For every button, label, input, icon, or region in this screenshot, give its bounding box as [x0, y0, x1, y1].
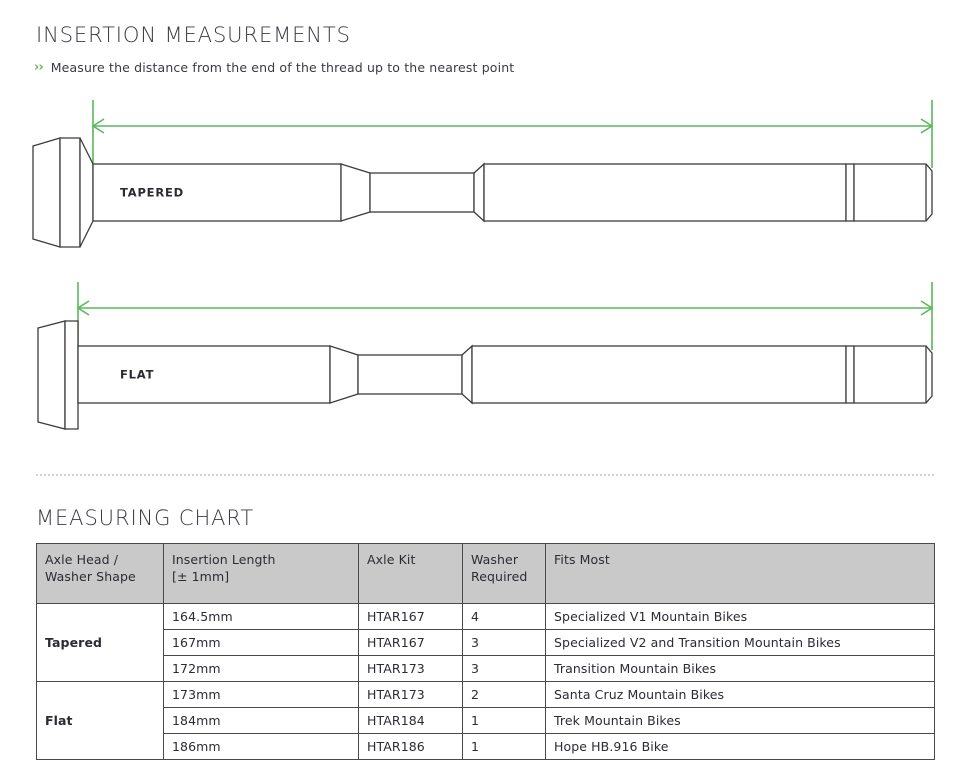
cell-washer-required: 1 — [462, 707, 546, 734]
cell-axle-kit: HTAR186 — [358, 733, 463, 760]
cell-fits-most: Santa Cruz Mountain Bikes — [545, 681, 935, 708]
table-row: 172mm HTAR173 3 Transition Mountain Bike… — [37, 655, 935, 682]
insertion-subtitle-row: ›› Measure the distance from the end of … — [34, 60, 514, 75]
header-line-1: Axle Kit — [367, 552, 416, 567]
column-header-fits-most: Fits Most — [545, 543, 935, 604]
flat-neck-left — [329, 345, 359, 404]
cell-washer-required: 3 — [462, 655, 546, 682]
axle-diagram-area: TAPERED — [0, 88, 970, 458]
flat-axle-drawing: FLAT — [37, 282, 934, 430]
cell-insertion-length: 184mm — [163, 707, 359, 734]
cell-insertion-length: 172mm — [163, 655, 359, 682]
tapered-head-outer — [32, 137, 61, 248]
cell-washer-required: 4 — [462, 603, 546, 630]
header-line-2: Washer Shape — [45, 568, 136, 584]
flat-shaft-main — [77, 345, 331, 404]
table-row: Flat 173mm HTAR173 2 Santa Cruz Mountain… — [36, 681, 935, 760]
flat-neck-right — [461, 344, 473, 405]
column-header-insertion-length: Insertion Length [± 1mm] — [163, 543, 359, 604]
tapered-neck-center — [369, 172, 475, 213]
flat-thread-end — [853, 345, 933, 404]
tapered-neck-left — [340, 163, 371, 222]
cell-axle-kit: HTAR184 — [358, 707, 463, 734]
tapered-axle-drawing: TAPERED — [32, 100, 934, 248]
cell-insertion-length: 167mm — [163, 629, 359, 656]
column-header-axle-head-washer-shape: Axle Head / Washer Shape — [36, 543, 164, 604]
tapered-neck-right — [473, 162, 485, 223]
cell-fits-most: Specialized V1 Mountain Bikes — [545, 603, 935, 630]
cell-fits-most: Hope HB.916 Bike — [545, 733, 935, 760]
tapered-shaft-rear — [483, 163, 847, 222]
tapered-dimension-line — [91, 100, 934, 168]
cell-axle-kit: HTAR173 — [358, 681, 463, 708]
tapered-axle-body — [32, 137, 933, 248]
tapered-shaft-main — [92, 163, 342, 222]
cell-washer-required: 2 — [462, 681, 546, 708]
page-title-insertion-measurements: INSERTION MEASUREMENTS — [36, 23, 351, 47]
cell-insertion-length: 173mm — [163, 681, 359, 708]
double-chevron-right-icon: ›› — [34, 60, 44, 75]
table-row: 167mm HTAR167 3 Specialized V2 and Trans… — [37, 629, 935, 656]
flat-thread-shoulder — [845, 345, 855, 404]
table-body: Tapered 164.5mm HTAR167 4 Specialized V1… — [36, 603, 935, 760]
table-row: 184mm HTAR184 1 Trek Mountain Bikes — [37, 707, 935, 734]
group-label-flat: Flat — [36, 681, 164, 760]
header-line-1: Axle Head / — [45, 552, 119, 567]
cell-axle-kit: HTAR167 — [358, 603, 463, 630]
table-row: 186mm HTAR186 1 Hope HB.916 Bike — [37, 733, 935, 760]
tapered-thread-end — [853, 163, 933, 222]
header-line-2: Required — [471, 568, 528, 584]
cell-washer-required: 1 — [462, 733, 546, 760]
flat-head-outer — [37, 320, 66, 430]
table-row: Tapered 164.5mm HTAR167 4 Specialized V1… — [36, 603, 935, 682]
cell-fits-most: Transition Mountain Bikes — [545, 655, 935, 682]
column-header-axle-kit: Axle Kit — [358, 543, 463, 604]
header-line-1: Insertion Length — [172, 552, 276, 567]
table-header-row: Axle Head / Washer Shape Insertion Lengt… — [36, 543, 935, 604]
flat-neck-center — [357, 354, 463, 395]
flat-axle-label: FLAT — [120, 368, 154, 382]
axle-diagrams-svg: TAPERED — [32, 100, 934, 430]
insertion-subtitle-text: Measure the distance from the end of the… — [50, 60, 515, 75]
flat-head-inner — [64, 320, 79, 430]
cell-axle-kit: HTAR167 — [358, 629, 463, 656]
cell-insertion-length: 164.5mm — [163, 603, 359, 630]
cell-washer-required: 3 — [462, 629, 546, 656]
group-label-tapered: Tapered — [36, 603, 164, 682]
header-line-2: [± 1mm] — [172, 568, 230, 584]
cell-axle-kit: HTAR173 — [358, 655, 463, 682]
flat-axle-body — [37, 320, 933, 430]
cell-fits-most: Specialized V2 and Transition Mountain B… — [545, 629, 935, 656]
measuring-chart-table: Axle Head / Washer Shape Insertion Lengt… — [36, 543, 935, 760]
page-title-measuring-chart: MEASURING CHART — [36, 506, 255, 530]
tapered-axle-label: TAPERED — [120, 186, 184, 200]
flat-dimension-line — [76, 282, 934, 350]
header-line-1: Fits Most — [554, 552, 610, 567]
column-header-washer-required: Washer Required — [462, 543, 546, 604]
cell-insertion-length: 186mm — [163, 733, 359, 760]
tapered-thread-shoulder — [845, 163, 855, 222]
cell-fits-most: Trek Mountain Bikes — [545, 707, 935, 734]
section-divider — [36, 474, 934, 476]
header-line-1: Washer — [471, 552, 519, 567]
tapered-head-inner — [59, 137, 81, 248]
tapered-head-cone — [79, 137, 94, 248]
flat-shaft-rear — [471, 345, 847, 404]
